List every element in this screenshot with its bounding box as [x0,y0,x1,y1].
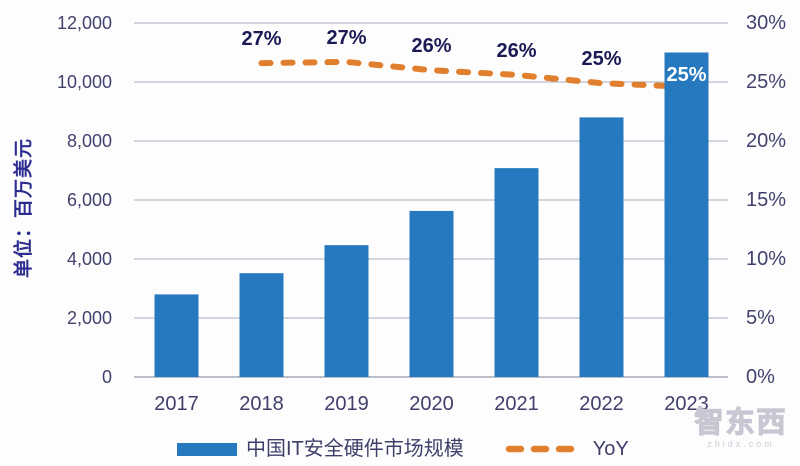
right-tick-0%: 0% [746,366,775,388]
left-tick-0: 0 [101,367,112,387]
x-label-2017: 2017 [154,393,199,415]
x-label-2020: 2020 [409,393,454,415]
bar-2018 [239,273,284,377]
yoy-label-2023: 25% [666,63,707,86]
bar-2020 [409,210,454,377]
yoy-label-2019: 27% [326,26,367,49]
left-tick-12,000: 12,000 [56,13,112,33]
x-label-2022: 2022 [579,393,624,415]
bar-2021 [494,168,539,377]
yoy-label-2022: 25% [581,48,622,71]
legend: 中国IT安全硬件市场规模 YoY [177,436,629,462]
legend-bar-swatch [177,442,237,456]
legend-bar-label: 中国IT安全硬件市场规模 [246,438,464,460]
x-label-2023: 2023 [664,393,709,415]
x-label-2018: 2018 [239,393,284,415]
bar-2017 [154,294,199,377]
yoy-label-2020: 26% [411,35,452,58]
right-tick-15%: 15% [746,189,787,211]
right-tick-10%: 10% [746,248,787,270]
yoy-label-2018: 27% [241,28,282,51]
left-tick-6,000: 6,000 [66,190,112,210]
right-tick-25%: 25% [746,71,787,93]
right-tick-20%: 20% [746,130,787,152]
left-tick-2,000: 2,000 [66,308,112,328]
bar-2023 [664,52,709,377]
yoy-line [258,58,690,90]
left-tick-8,000: 8,000 [66,131,112,151]
legend-line-label: YoY [592,438,629,460]
x-label-2021: 2021 [494,393,539,415]
bar-2022 [579,117,624,378]
yoy-label-2021: 26% [496,39,537,62]
legend-dash-swatch [505,445,583,453]
right-tick-5%: 5% [746,307,775,329]
left-tick-10,000: 10,000 [56,72,112,92]
right-tick-30%: 30% [746,12,787,34]
bar-2019 [324,245,369,377]
x-label-2019: 2019 [324,393,369,415]
left-tick-4,000: 4,000 [66,249,112,269]
